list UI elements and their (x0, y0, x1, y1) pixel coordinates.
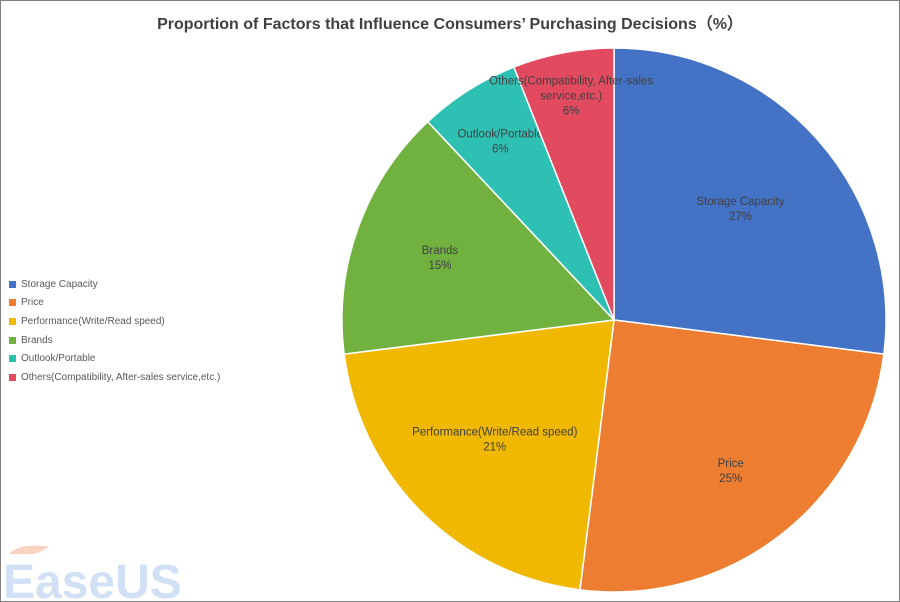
legend-label: Brands (21, 334, 53, 346)
legend-item: Outlook/Portable (9, 349, 220, 368)
pie-slice (613, 47, 887, 355)
slice-value-label: 21% (483, 442, 506, 454)
legend-item: Others(Compatibility, After-sales servic… (9, 368, 220, 387)
slice-value-label: 15% (428, 260, 451, 272)
slice-value-label: 27% (729, 211, 752, 223)
slice-data-label: Brands 15% (422, 245, 459, 272)
slice-data-label: Performance(Write/Read speed) 21% (412, 427, 577, 454)
slice-value-label: 6% (563, 106, 580, 118)
slice-value-label: 25% (719, 473, 742, 485)
slice-category-label: Price (718, 458, 744, 470)
legend-label: Storage Capacity (21, 278, 98, 290)
legend-item: Storage Capacity (9, 275, 220, 294)
logo-swoosh (9, 545, 49, 554)
chart-legend: Storage Capacity Price Performance(Write/R… (9, 275, 220, 387)
legend-item: Price (9, 294, 220, 313)
slice-data-label: Others(Compatibility, After-sales service… (489, 76, 653, 118)
pie-slice (512, 47, 615, 321)
legend-label: Performance(Write/Read speed) (21, 315, 165, 327)
slice-category-label: service,etc.) (540, 91, 602, 103)
legend-label: Outlook/Portable (21, 353, 96, 365)
slice-data-label: Outlook/Portable 6% (457, 128, 543, 155)
pie-slice (579, 319, 885, 593)
logo-text: EaseUS (3, 556, 182, 602)
slice-data-label: Storage Capacity 27% (696, 196, 784, 223)
chart-title: Proportion of Factors that Influence Con… (157, 16, 743, 33)
slice-category-label: Storage Capacity (696, 196, 784, 208)
legend-swatch (9, 317, 16, 325)
slice-category-label: Others(Compatibility, After-sales (489, 76, 653, 88)
slice-category-label: Outlook/Portable (457, 128, 543, 140)
pie-slice (343, 319, 615, 591)
easeus-logo-mark: EaseUS (3, 545, 182, 602)
legend-label: Others(Compatibility, After-sales servic… (21, 371, 221, 383)
legend-swatch (9, 355, 16, 363)
easeus-logo: EaseUS (3, 540, 213, 602)
legend-swatch (9, 299, 16, 307)
slice-category-label: Brands (422, 245, 459, 257)
slice-data-label: Price 25% (718, 458, 744, 485)
legend-swatch (9, 336, 16, 344)
legend-swatch (9, 280, 16, 288)
legend-item: Performance(Write/Read speed) (9, 312, 220, 331)
legend-label: Price (21, 297, 44, 309)
legend-swatch (9, 373, 16, 381)
legend-item: Brands (9, 331, 220, 350)
slice-category-label: Performance(Write/Read speed) (412, 427, 577, 439)
slice-value-label: 6% (492, 143, 509, 155)
pie-slice (341, 120, 616, 355)
